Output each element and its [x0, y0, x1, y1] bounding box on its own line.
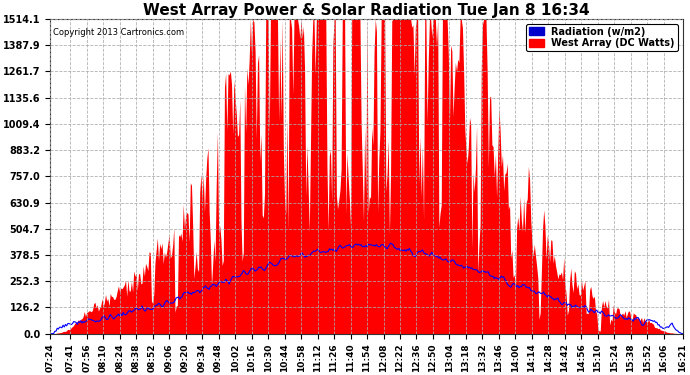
Text: Copyright 2013 Cartronics.com: Copyright 2013 Cartronics.com [53, 28, 184, 38]
Legend: Radiation (w/m2), West Array (DC Watts): Radiation (w/m2), West Array (DC Watts) [526, 24, 678, 51]
Title: West Array Power & Solar Radiation Tue Jan 8 16:34: West Array Power & Solar Radiation Tue J… [143, 3, 590, 18]
